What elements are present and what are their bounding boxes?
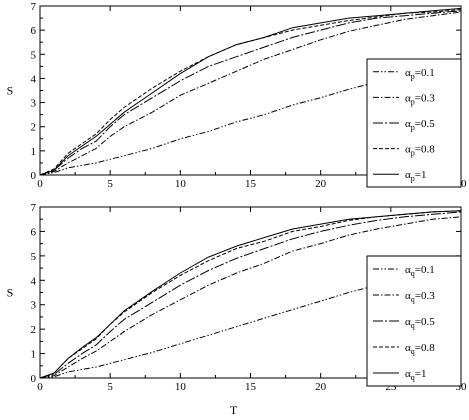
- legend-label: αq=1: [405, 368, 426, 382]
- series-line-3: [39, 211, 462, 379]
- legend-subscript: p: [411, 97, 415, 106]
- y-tick-label: 5: [31, 251, 37, 263]
- y-tick-label: 2: [31, 122, 37, 134]
- x-tick-label: 25: [385, 381, 397, 393]
- legend-subscript: p: [411, 72, 415, 81]
- y-tick-label: 5: [31, 49, 37, 61]
- legend-symbol: α: [405, 118, 411, 130]
- y-axis-label: S: [7, 84, 14, 98]
- legend-symbol: α: [405, 144, 411, 156]
- legend-subscript: p: [411, 123, 415, 132]
- legend-subscript: q: [411, 373, 415, 382]
- y-tick-label: 0: [31, 373, 37, 385]
- legend-value: =0.5: [415, 316, 435, 328]
- x-tick-label: 20: [315, 381, 327, 393]
- legend-symbol: α: [405, 264, 411, 276]
- y-tick-label: 4: [31, 73, 37, 85]
- legend-subscript: q: [411, 347, 415, 356]
- y-tick-label: 6: [31, 226, 37, 238]
- legend-label: αp=0.8: [405, 144, 435, 158]
- chart-panel-1: 05101520253001234567Sαp=0.1αp=0.3αp=0.5α…: [7, 1, 467, 190]
- y-axis-label: S: [7, 286, 14, 300]
- y-tick-label: 3: [31, 300, 37, 312]
- y-tick-label: 2: [31, 324, 37, 336]
- series-line-5: [39, 7, 462, 176]
- legend-subscript: q: [411, 269, 415, 278]
- y-tick-label: 4: [31, 275, 37, 287]
- series-line-1: [39, 263, 462, 379]
- series-line-2: [39, 216, 462, 379]
- legend-symbol: α: [405, 368, 411, 380]
- y-tick-label: 7: [31, 202, 37, 214]
- chart-panel-2: 0 5 10 15 20 25 3001234567STαq=0.1αq=0.3αq=0.5…: [7, 202, 467, 417]
- legend-value: =0.3: [415, 92, 435, 104]
- series-line-5: [39, 210, 462, 379]
- series-line-2: [39, 11, 462, 176]
- series-line-1: [39, 62, 462, 176]
- legend-symbol: α: [405, 290, 411, 302]
- x-tick-label: 10: [175, 381, 187, 393]
- legend-subscript: p: [411, 149, 415, 158]
- legend-value: =0.5: [415, 118, 435, 130]
- legend-value: =0.1: [415, 264, 435, 276]
- legend-subscript: q: [411, 321, 415, 330]
- legend-value: =1: [415, 169, 427, 181]
- legend-subscript: p: [411, 174, 415, 183]
- legend-label: αq=0.5: [405, 316, 435, 330]
- legend-symbol: α: [405, 316, 411, 328]
- x-tick-label: 15: [245, 178, 257, 190]
- x-tick-label: 30: [456, 381, 468, 393]
- legend-label: αp=0.3: [405, 92, 435, 106]
- legend-symbol: α: [405, 67, 411, 79]
- legend-label: αp=0.1: [405, 67, 435, 81]
- legend-value: =0.8: [415, 342, 435, 354]
- x-tick-label: 5: [107, 178, 113, 190]
- x-tick-label: 10: [175, 178, 187, 190]
- y-tick-label: 7: [31, 1, 37, 13]
- legend-symbol: α: [405, 342, 411, 354]
- x-axis-label: T: [230, 403, 238, 417]
- y-tick-label: 1: [31, 349, 37, 361]
- y-tick-label: 3: [31, 98, 37, 110]
- y-tick-label: 1: [31, 146, 37, 158]
- legend-label: αq=0.1: [405, 264, 435, 278]
- series-line-3: [39, 10, 462, 176]
- legend-value: =0.8: [415, 144, 435, 156]
- x-tick-label: 20: [315, 178, 327, 190]
- legend-subscript: q: [411, 295, 415, 304]
- legend: αp=0.1αp=0.3αp=0.5αp=0.8αp=1: [366, 58, 462, 188]
- legend-symbol: α: [405, 169, 411, 181]
- legend-label: αq=0.3: [405, 290, 435, 304]
- legend-label: αp=1: [405, 169, 426, 183]
- legend-value: =0.1: [415, 67, 435, 79]
- x-tick-label: 0: [37, 178, 43, 190]
- legend: αq=0.1αq=0.3αq=0.5αq=0.8αq=1: [366, 255, 462, 387]
- x-tick-label: 0: [37, 381, 43, 393]
- legend-value: =0.3: [415, 290, 435, 302]
- legend-label: αp=0.5: [405, 118, 435, 132]
- legend-value: =1: [415, 368, 427, 380]
- x-tick-label: 15: [245, 381, 257, 393]
- x-tick-label: 5: [107, 381, 113, 393]
- legend-symbol: α: [405, 92, 411, 104]
- legend-label: αq=0.8: [405, 342, 435, 356]
- y-tick-label: 0: [31, 170, 37, 182]
- y-tick-label: 6: [31, 25, 37, 37]
